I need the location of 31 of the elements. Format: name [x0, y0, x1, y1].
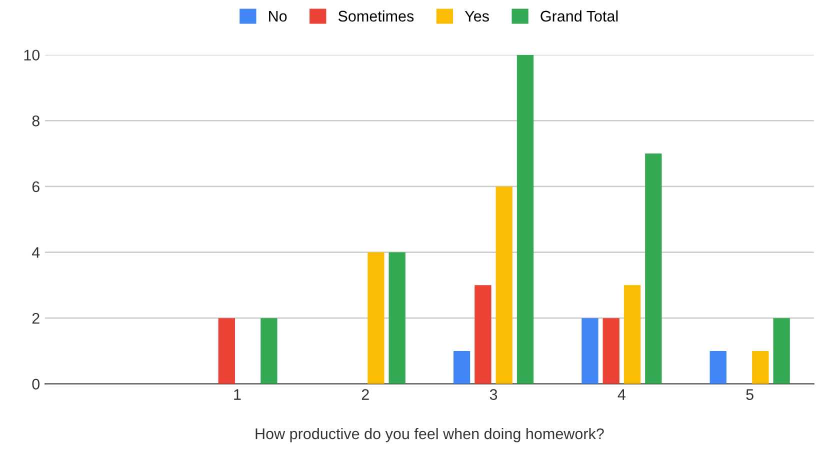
x-axis-title: How productive do you feel when doing homework?: [256, 428, 604, 442]
x-tick-label: 3: [490, 389, 498, 400]
bar: [516, 54, 534, 384]
bar: [368, 252, 384, 384]
bar: [773, 318, 790, 384]
bar: [645, 154, 662, 384]
legend-label: Grand Total: [540, 10, 618, 22]
x-tick-label: 1: [234, 389, 241, 400]
y-tick-label: 6: [32, 181, 40, 192]
y-tick-label: 8: [32, 116, 40, 126]
bar: [474, 285, 492, 384]
bar: [453, 350, 470, 384]
bar: [624, 285, 641, 384]
bar: [582, 318, 598, 384]
bar: [218, 318, 235, 384]
x-tick-label: 4: [618, 389, 626, 400]
bar: [260, 318, 278, 384]
x-tick-label: 5: [746, 389, 754, 400]
bar: [496, 186, 512, 384]
bar: [388, 252, 406, 384]
bar: [602, 318, 620, 384]
y-tick-label: 10: [24, 50, 40, 61]
y-tick-label: 2: [32, 312, 40, 324]
y-tick-label: 4: [32, 247, 40, 258]
bar: [710, 350, 726, 384]
legend-label: Sometimes: [338, 10, 414, 22]
legend-label: Yes: [464, 10, 489, 22]
bar: [752, 350, 769, 384]
x-tick-label: 2: [362, 389, 369, 400]
y-tick-label: 0: [32, 378, 40, 390]
legend-label: No: [269, 10, 287, 22]
